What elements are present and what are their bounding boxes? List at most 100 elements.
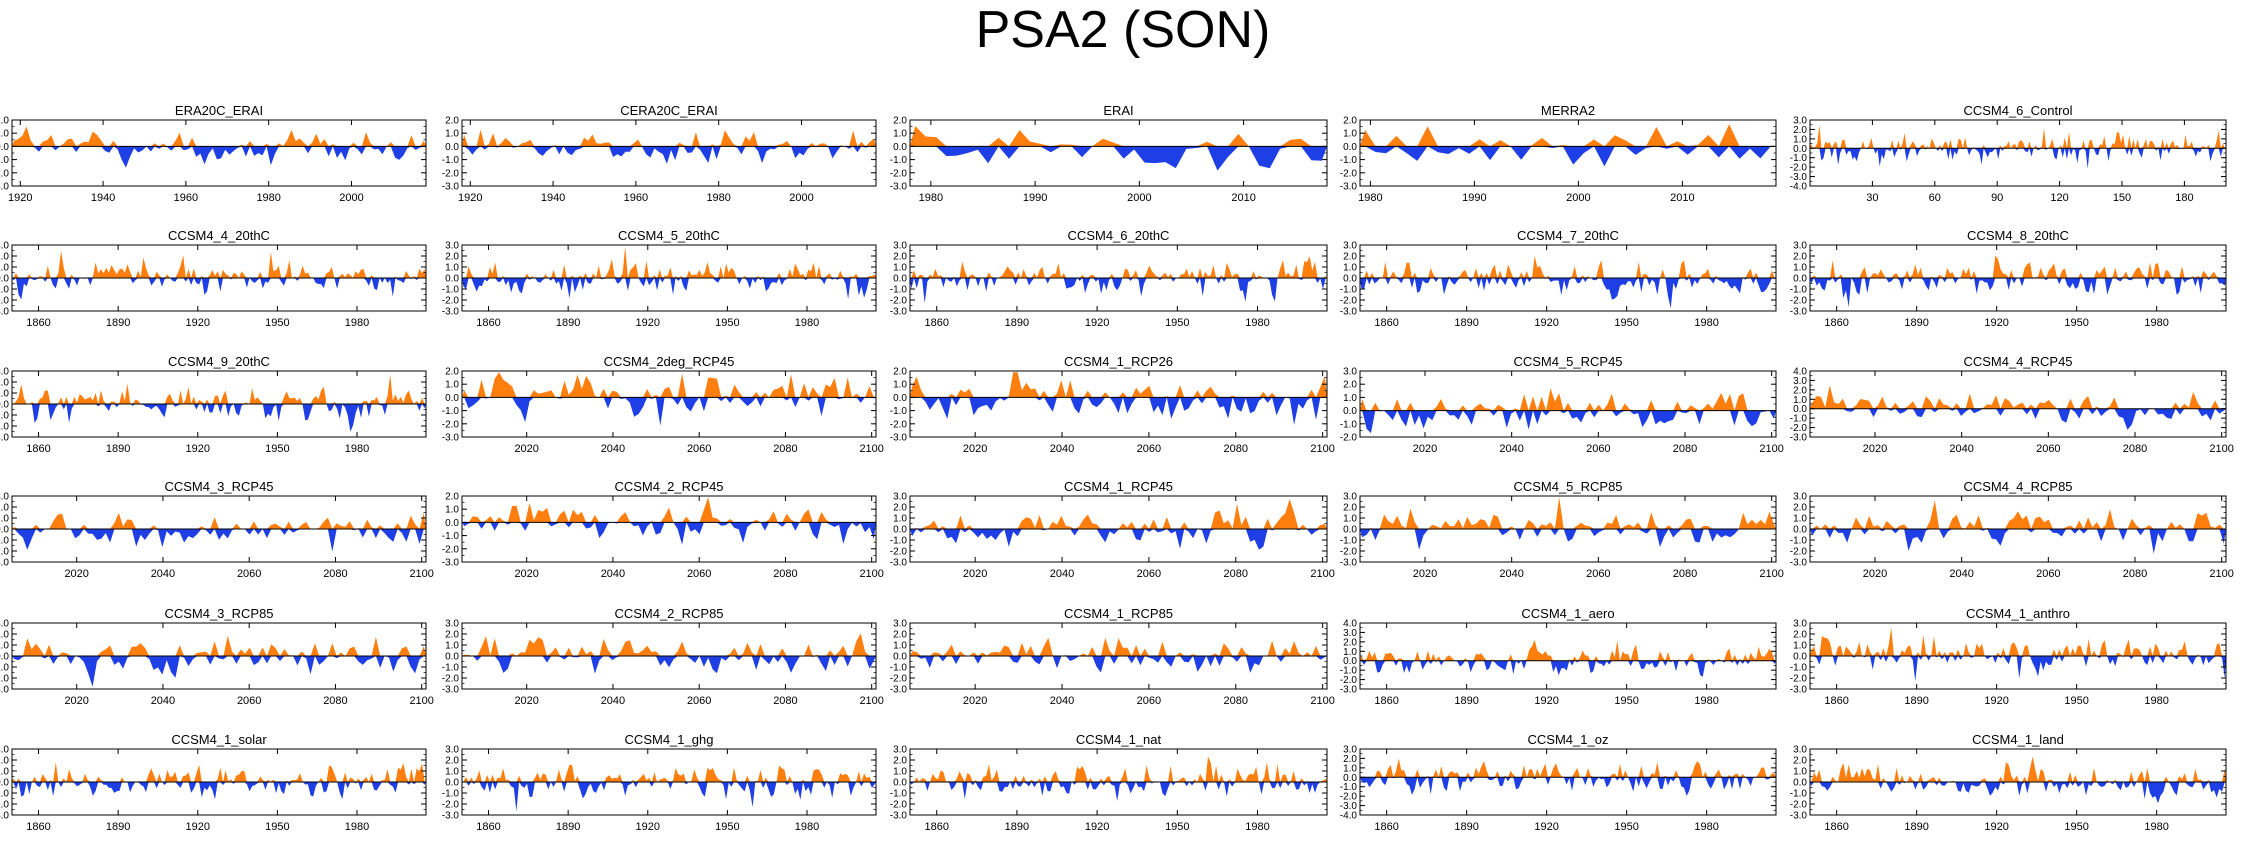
negative-anomaly-area xyxy=(1810,278,2226,308)
negative-anomaly-area xyxy=(462,146,876,164)
y-tick-label: -2.0 xyxy=(442,674,460,685)
negative-anomaly-area xyxy=(910,782,1327,801)
x-tick-label: 2060 xyxy=(237,568,261,580)
x-tick-label: 1920 xyxy=(1534,695,1558,707)
y-tick-label: -2.0 xyxy=(442,544,460,555)
x-tick-label: 1950 xyxy=(2064,317,2088,329)
negative-anomaly-area xyxy=(1810,529,2226,554)
negative-anomaly-area xyxy=(1360,777,1776,796)
positive-anomaly-area xyxy=(462,246,876,278)
y-tick-label: -3.0 xyxy=(442,433,460,444)
y-tick-label: 0.0 xyxy=(0,525,9,536)
y-tick-label: -1.0 xyxy=(442,789,460,800)
x-tick-label: 180 xyxy=(2175,192,2193,204)
x-tick-label: 1890 xyxy=(1904,821,1928,833)
y-tick-label: -1.0 xyxy=(890,285,908,296)
y-tick-label: 2.0 xyxy=(1793,252,1807,263)
y-tick-label: -2.0 xyxy=(1340,296,1358,307)
negative-anomaly-area xyxy=(1810,656,2226,682)
x-tick-label: 2100 xyxy=(859,568,883,580)
panel-title: CCSM4_2_RCP85 xyxy=(614,606,723,621)
y-tick-label: -1.0 xyxy=(1340,666,1358,677)
x-tick-label: 1920 xyxy=(1085,821,1109,833)
x-tick-label: 1920 xyxy=(636,317,660,329)
y-tick-label: 2.0 xyxy=(0,378,9,389)
negative-anomaly-area xyxy=(910,397,1327,425)
y-tick-label: 3.0 xyxy=(0,492,9,503)
x-tick-label: 2040 xyxy=(601,443,625,455)
y-tick-label: 1.0 xyxy=(445,380,459,391)
y-tick-label: 2.0 xyxy=(445,630,459,641)
panel-title: CCSM4_1_land xyxy=(1972,732,2064,747)
y-tick-label: -1.0 xyxy=(1340,782,1358,793)
y-tick-label: 0.0 xyxy=(1343,525,1357,536)
y-tick-label: 2.0 xyxy=(1793,125,1807,136)
y-tick-label: -1.0 xyxy=(890,663,908,674)
y-tick-label: 2.0 xyxy=(0,630,9,641)
y-tick-label: 2.0 xyxy=(1343,754,1357,765)
y-tick-label: -1.0 xyxy=(1790,285,1808,296)
x-tick-label: 2040 xyxy=(151,568,175,580)
x-tick-label: 2010 xyxy=(1670,192,1694,204)
x-tick-label: 2020 xyxy=(1413,568,1437,580)
x-tick-label: 1980 xyxy=(795,317,819,329)
y-tick-label: 3.0 xyxy=(1793,241,1807,252)
y-tick-label: 3.0 xyxy=(893,241,907,252)
x-tick-label: 2020 xyxy=(64,695,88,707)
panel-title: CCSM4_2_RCP45 xyxy=(614,479,723,494)
y-tick-label: 1.0 xyxy=(1343,263,1357,274)
y-tick-label: -1.0 xyxy=(1790,414,1808,425)
x-tick-label: 1860 xyxy=(1374,821,1398,833)
y-tick-label: 3.0 xyxy=(1793,745,1807,756)
y-tick-label: -2.0 xyxy=(1340,433,1358,444)
y-tick-label: -3.0 xyxy=(1340,685,1358,696)
y-tick-label: 0.0 xyxy=(893,525,907,536)
panel-title: CCSM4_1_nat xyxy=(1076,732,1162,747)
y-tick-label: -1.0 xyxy=(442,155,460,166)
positive-anomaly-area xyxy=(910,126,1327,147)
page-title: PSA2 (SON) xyxy=(975,1,1271,59)
y-tick-label: -2.0 xyxy=(0,800,9,811)
x-tick-label: 1890 xyxy=(1904,317,1928,329)
x-tick-label: 2020 xyxy=(963,695,987,707)
y-tick-label: -3.0 xyxy=(1340,307,1358,318)
x-tick-label: 1950 xyxy=(1614,317,1638,329)
y-tick-label: 2.0 xyxy=(1793,385,1807,396)
y-tick-label: -1.0 xyxy=(1790,153,1808,164)
y-tick-label: 2.0 xyxy=(893,630,907,641)
x-tick-label: 1980 xyxy=(345,443,369,455)
y-tick-label: 3.0 xyxy=(445,619,459,630)
panel-ccsm4_1_anthro: CCSM4_1_anthro 3.02.01.00.0-1.0-2.0-3.0 18… xyxy=(1790,606,2227,707)
y-tick-label: -1.0 xyxy=(0,411,9,422)
panel-ccsm4_4_rcp45: CCSM4_4_RCP45 4.03.02.01.00.0-1.0-2.0-3.0… xyxy=(1790,354,2234,455)
negative-anomaly-area xyxy=(910,146,1327,171)
panel-ccsm4_1_rcp85: CCSM4_1_RCP85 3.02.01.00.0-1.0-2.0-3.0 202… xyxy=(890,606,1335,707)
y-tick-label: 3.0 xyxy=(445,241,459,252)
panel-title: CCSM4_1_RCP45 xyxy=(1064,479,1173,494)
y-tick-label: 1.0 xyxy=(1793,641,1807,652)
x-tick-label: 1980 xyxy=(256,192,280,204)
y-tick-label: 1.0 xyxy=(893,263,907,274)
positive-anomaly-area xyxy=(1810,500,2226,529)
y-tick-label: 1.0 xyxy=(445,263,459,274)
y-tick-label: -1.0 xyxy=(442,285,460,296)
x-tick-label: 1940 xyxy=(91,192,115,204)
x-tick-label: 1920 xyxy=(458,192,482,204)
panel-title: CCSM4_4_20thC xyxy=(168,228,270,243)
x-tick-label: 2060 xyxy=(2036,568,2060,580)
x-tick-label: 2000 xyxy=(1566,192,1590,204)
panel-ccsm4_1_solar: CCSM4_1_solar 3.02.01.00.0-1.0-2.0-3.0 186… xyxy=(0,732,427,833)
plot-frame xyxy=(1359,622,1777,690)
y-tick-label: 2.0 xyxy=(893,367,907,378)
y-tick-label: 0.0 xyxy=(0,142,9,153)
y-tick-label: -2.0 xyxy=(0,674,9,685)
y-tick-label: -1.0 xyxy=(1340,155,1358,166)
x-tick-label: 1980 xyxy=(1694,821,1718,833)
negative-anomaly-area xyxy=(1360,529,1776,550)
y-tick-label: 3.0 xyxy=(445,745,459,756)
x-tick-label: 1890 xyxy=(1005,317,1029,329)
x-tick-label: 2000 xyxy=(1127,192,1151,204)
x-tick-label: 2100 xyxy=(1310,443,1334,455)
x-tick-label: 2080 xyxy=(773,695,797,707)
x-tick-label: 1860 xyxy=(476,821,500,833)
